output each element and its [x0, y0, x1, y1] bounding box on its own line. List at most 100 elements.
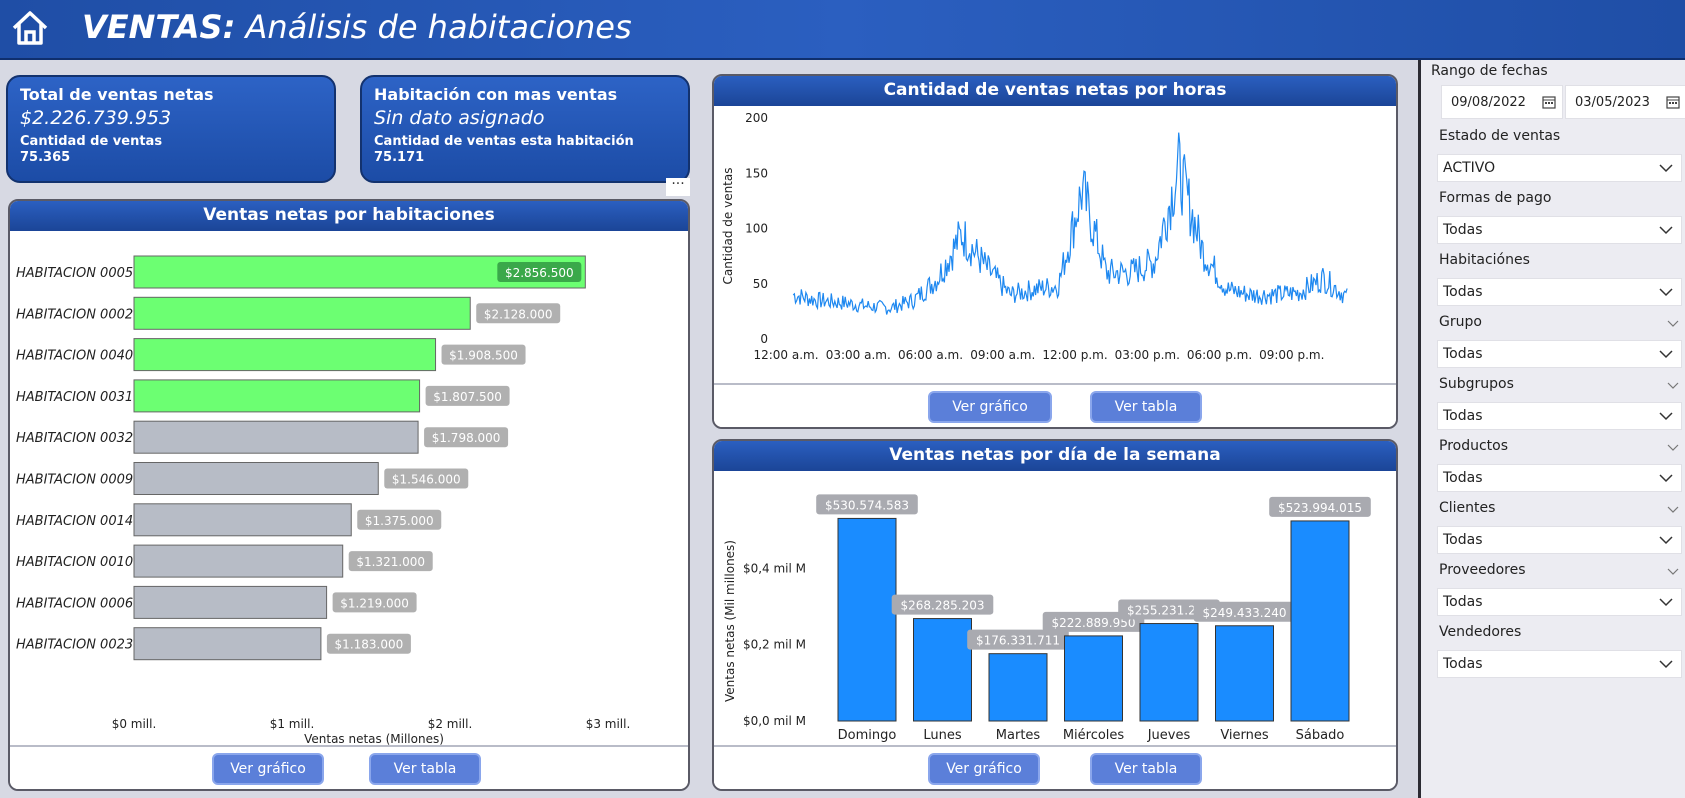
- weekday-bar: [913, 618, 972, 722]
- filter-value: Todas: [1443, 656, 1483, 672]
- filter-dropdown-clientes[interactable]: Todas: [1437, 526, 1682, 554]
- room-bar: [133, 544, 344, 578]
- more-options-icon[interactable]: ···: [666, 177, 690, 196]
- y-tick-label: 0: [760, 332, 768, 346]
- hours-ver-grafico-button[interactable]: Ver gráfico: [928, 391, 1052, 423]
- hours-chart-footer: Ver gráfico Ver tabla: [714, 383, 1396, 427]
- filter-label-estado: Estado de ventas: [1439, 128, 1561, 144]
- room-label: HABITACION 0006: [16, 596, 133, 611]
- filter-value: Todas: [1443, 284, 1483, 300]
- room-label: HABITACION 0009: [16, 473, 133, 488]
- filter-dropdown-estado[interactable]: ACTIVO: [1437, 154, 1682, 182]
- collapse-chevron-icon[interactable]: [1667, 381, 1679, 391]
- collapse-chevron-icon[interactable]: [1667, 319, 1679, 329]
- filter-dropdown-subgrupos[interactable]: Todas: [1437, 402, 1682, 430]
- chevron-down-icon: [1659, 164, 1673, 173]
- weekday-chart-title: Ventas netas por día de la semana: [714, 441, 1396, 471]
- calendar-icon[interactable]: [1666, 95, 1680, 109]
- room-label: HABITACION 0040: [16, 349, 133, 364]
- weekday-data-label: $222.889.950: [1052, 616, 1136, 630]
- hours-ver-tabla-button[interactable]: Ver tabla: [1090, 391, 1202, 423]
- x-tick-label: Lunes: [923, 728, 961, 743]
- weekday-ver-tabla-button[interactable]: Ver tabla: [1090, 753, 1202, 785]
- filter-value: ACTIVO: [1443, 160, 1496, 176]
- date-to-input[interactable]: 03/05/2023: [1565, 85, 1685, 119]
- rooms-chart-panel: Ventas netas por habitaciones HABITACION…: [8, 199, 690, 791]
- filter-value: Todas: [1443, 594, 1483, 610]
- hours-chart-panel: Cantidad de ventas netas por horas 0 50 10…: [712, 74, 1398, 429]
- filter-label-formas-pago: Formas de pago: [1439, 190, 1552, 206]
- room-label: HABITACION 0023: [16, 638, 133, 653]
- x-tick-label: Miércoles: [1063, 728, 1125, 743]
- chevron-down-icon: [1659, 226, 1673, 235]
- chevron-down-icon: [1659, 412, 1673, 421]
- filter-value: Todas: [1443, 346, 1483, 362]
- filter-value: Todas: [1443, 470, 1483, 486]
- filter-dropdown-vendedores[interactable]: Todas: [1437, 650, 1682, 678]
- rooms-ver-tabla-button[interactable]: Ver tabla: [369, 753, 481, 785]
- weekday-data-label: $530.574.583: [825, 498, 909, 512]
- weekday-ver-grafico-button[interactable]: Ver gráfico: [928, 753, 1040, 785]
- filter-dropdown-formas-pago[interactable]: Todas: [1437, 216, 1682, 244]
- chevron-down-icon: [1659, 660, 1673, 669]
- room-data-label: $1.183.000: [335, 638, 404, 652]
- kpi-title: Total de ventas netas: [20, 85, 214, 104]
- room-bar: [133, 296, 471, 330]
- x-tick-label: Viernes: [1220, 728, 1269, 743]
- collapse-chevron-icon[interactable]: [1667, 443, 1679, 453]
- x-tick-label: $3 mill.: [586, 717, 631, 731]
- x-tick-label: Jueves: [1147, 728, 1191, 743]
- rooms-chart-title: Ventas netas por habitaciones: [10, 201, 688, 231]
- hourly-sales-line: [792, 132, 1348, 315]
- room-data-label-bg: [497, 262, 582, 282]
- weekday-data-label: $176.331.711: [976, 634, 1060, 648]
- home-icon[interactable]: [10, 8, 50, 48]
- filter-dropdown-habitaciones[interactable]: Todas: [1437, 278, 1682, 306]
- x-tick-label: 03:00 a.m.: [826, 348, 891, 362]
- weekday-data-label-bg: [1269, 496, 1371, 517]
- x-tick-label: 09:00 p.m.: [1259, 348, 1324, 362]
- room-data-label: $1.321.000: [356, 555, 425, 569]
- room-data-label: $2.856.500: [505, 266, 574, 280]
- kpi-top-room: Habitación con mas ventas Sin dato asign…: [360, 75, 690, 183]
- y-tick-label: $0,2 mil M: [743, 638, 806, 652]
- x-axis-label: Ventas netas (Millones): [304, 732, 444, 745]
- chevron-down-icon: [1659, 536, 1673, 545]
- weekday-data-label: $249.433.240: [1203, 606, 1287, 620]
- filter-label-proveedores: Proveedores: [1439, 562, 1526, 578]
- filter-dropdown-grupo[interactable]: Todas: [1437, 340, 1682, 368]
- room-data-label: $1.219.000: [340, 596, 409, 610]
- filter-label-productos: Productos: [1439, 438, 1509, 454]
- collapse-chevron-icon[interactable]: [1667, 567, 1679, 577]
- room-data-label-bg: [332, 592, 417, 613]
- weekday-chart-footer: Ver gráfico Ver tabla: [714, 745, 1396, 789]
- filter-dropdown-proveedores[interactable]: Todas: [1437, 588, 1682, 616]
- date-from-input[interactable]: 09/08/2022: [1441, 85, 1563, 119]
- kpi-sub-label: Cantidad de ventas: [20, 134, 163, 149]
- filter-label-vendedores: Vendedores: [1439, 624, 1522, 640]
- y-tick-label: 150: [745, 166, 768, 180]
- room-label: HABITACION 0010: [16, 555, 133, 570]
- weekday-bar: [1139, 623, 1199, 722]
- calendar-icon[interactable]: [1542, 95, 1556, 109]
- hours-line-chart: 0 50 100 150 200 Cantidad de ventas 12:00 a.m.…: [721, 111, 1348, 362]
- room-label: HABITACION 0031: [16, 390, 133, 405]
- filter-dropdown-productos[interactable]: Todas: [1437, 464, 1682, 492]
- weekday-data-label-bg: [967, 629, 1069, 650]
- collapse-chevron-icon[interactable]: [1667, 505, 1679, 515]
- rooms-ver-grafico-button[interactable]: Ver gráfico: [212, 753, 324, 785]
- weekday-data-label-bg: [816, 494, 918, 515]
- room-data-label-bg: [326, 633, 411, 654]
- filter-label-subgrupos: Subgrupos: [1439, 376, 1514, 392]
- filter-label-grupo: Grupo: [1439, 314, 1482, 330]
- y-tick-label: 100: [745, 222, 768, 236]
- rooms-chart-footer: Ver gráfico Ver tabla: [10, 745, 688, 789]
- kpi-sub-value: 75.171: [374, 150, 425, 165]
- filter-value: Todas: [1443, 222, 1483, 238]
- room-label: HABITACION 0032: [16, 431, 133, 446]
- room-label: HABITACION 0014: [16, 514, 133, 529]
- room-bar: [133, 379, 421, 413]
- filter-label-clientes: Clientes: [1439, 500, 1496, 516]
- weekday-data-label-bg: [1193, 601, 1296, 622]
- x-tick-label: 12:00 a.m.: [753, 348, 818, 362]
